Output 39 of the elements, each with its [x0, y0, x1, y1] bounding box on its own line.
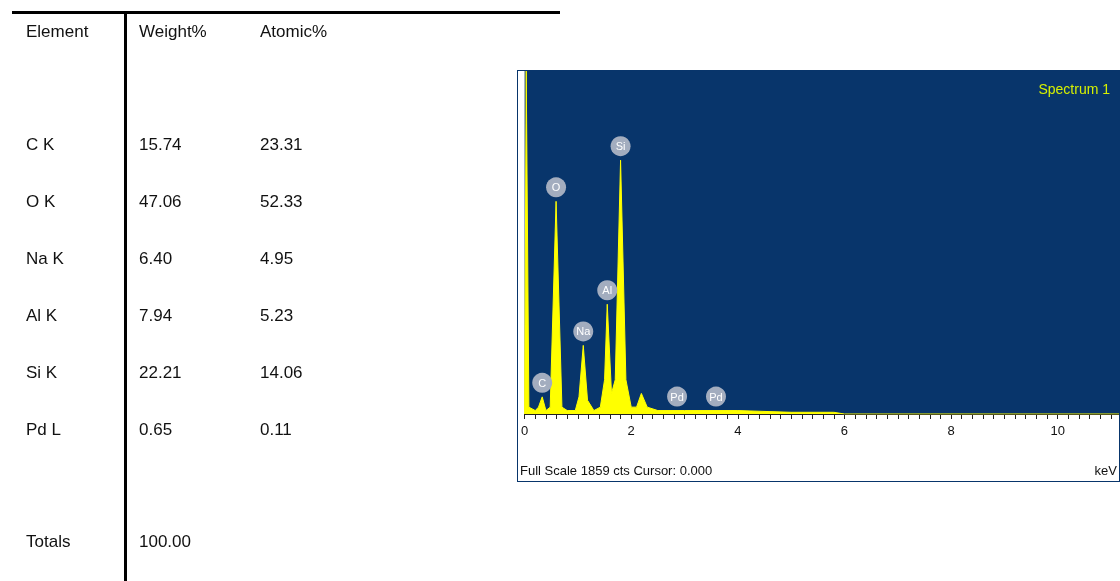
data-label: 7.94 [139, 306, 173, 326]
x-tick-label: 8 [947, 423, 955, 438]
data-label: 52.33 [260, 192, 303, 212]
x-tick-label: 4 [734, 423, 742, 438]
data-label: 0.65 [139, 420, 173, 440]
text: Atomic% [260, 22, 328, 42]
x-axis-title: keV [1094, 463, 1118, 478]
annotation: O [551, 181, 561, 194]
annotation: Al [602, 284, 613, 297]
category-label: C K [26, 135, 55, 155]
data-label: 22.21 [139, 363, 182, 383]
x-tick-label: 10 [1050, 423, 1065, 438]
data-label: 0.11 [260, 420, 292, 440]
data-label: 15.74 [139, 135, 182, 155]
data-label: 47.06 [139, 192, 182, 212]
x-tick-label: 2 [627, 423, 635, 438]
x-tick-label: 6 [840, 423, 849, 438]
text: Weight% [139, 22, 207, 42]
text: 100.00 [139, 532, 191, 552]
category-label: O K [26, 192, 56, 212]
text: Element [26, 22, 89, 42]
annotation: Si [615, 140, 626, 153]
category-label: Pd L [26, 420, 61, 440]
category-label: Si K [26, 363, 58, 383]
data-label: 14.06 [260, 363, 303, 383]
text: Totals [26, 532, 71, 552]
text: Spectrum 1 [1038, 81, 1111, 97]
data-label: 6.40 [139, 249, 173, 269]
x-tick-label: 0 [521, 423, 529, 438]
category-label: Al K [26, 306, 58, 326]
text: Full Scale 1859 cts Cursor: 0.000 [520, 463, 713, 478]
annotation: Pd [670, 390, 684, 403]
data-label: 4.95 [260, 249, 294, 269]
annotation: C [538, 376, 547, 389]
annotation: Pd [709, 390, 723, 403]
data-label: 23.31 [260, 135, 303, 155]
data-label: 5.23 [260, 306, 294, 326]
category-label: Na K [26, 249, 64, 269]
annotation: Na [576, 325, 592, 338]
